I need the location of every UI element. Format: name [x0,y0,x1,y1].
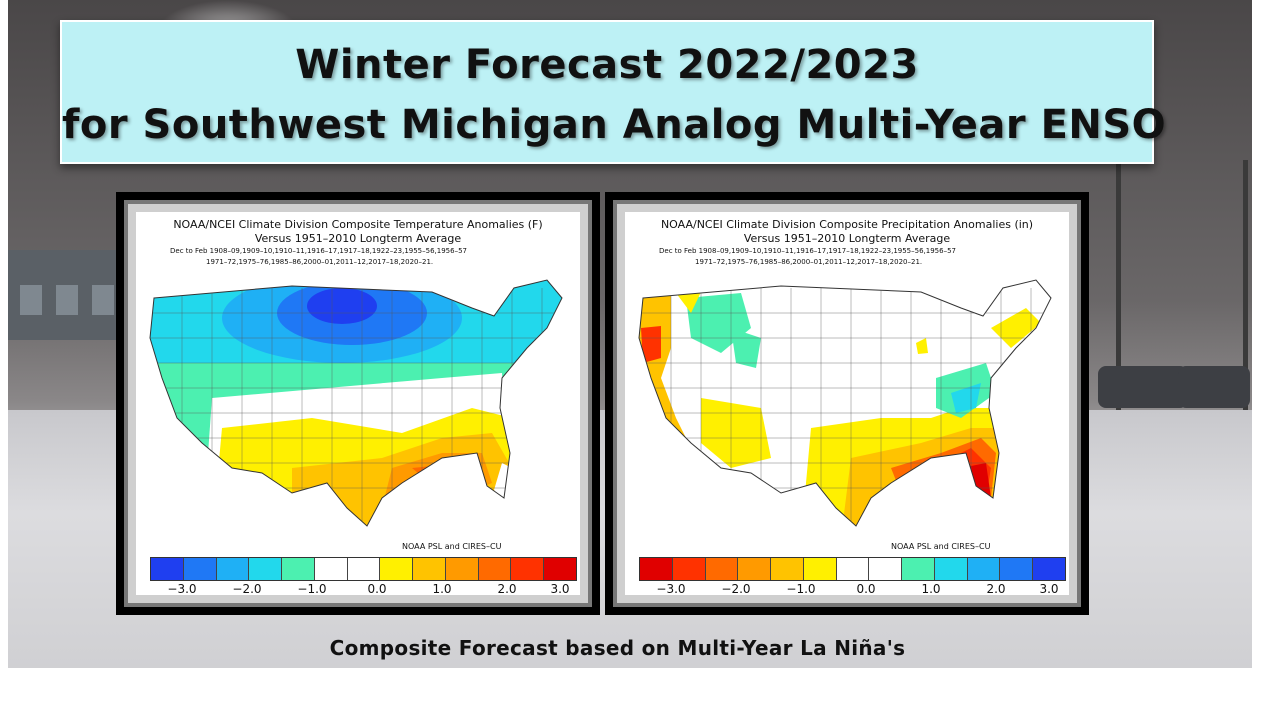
colorbar-swatch [934,558,968,580]
colorbar-swatch [249,558,283,580]
tick-label: 0.0 [367,582,387,595]
precipitation-map-panel: NOAA/NCEI Climate Division Composite Pre… [605,192,1089,615]
colorbar-ticks: −3.0 −2.0 −1.0 0.0 1.0 2.0 3.0 [639,582,1064,595]
map-credit: NOAA PSL and CIRES–CU [402,542,502,551]
tick-label: 1.0 [432,582,452,595]
building-window [20,285,42,315]
light-pole [1243,160,1248,420]
tick-label: 1.0 [921,582,941,595]
colorbar-swatch [1000,558,1034,580]
parked-car [1098,366,1188,408]
temperature-map-panel: NOAA/NCEI Climate Division Composite Tem… [116,192,600,615]
colorbar-swatch [478,558,512,580]
colorbar-swatch [413,558,446,580]
title-banner: Winter Forecast 2022/2023 for Southwest … [60,20,1167,164]
map-heading: NOAA/NCEI Climate Division Composite Pre… [660,218,1034,231]
colorbar-swatch [347,558,381,580]
colorbar-swatch [902,558,935,580]
colorbar-swatch [445,558,479,580]
tick-label: −1.0 [786,582,816,595]
tick-label: 3.0 [550,582,570,595]
tick-label: −3.0 [656,582,686,595]
colorbar-swatch [705,558,739,580]
colorbar-swatch [282,558,315,580]
colorbar-swatch [183,558,217,580]
temperature-map: NOAA/NCEI Climate Division Composite Tem… [136,212,580,595]
colorbar-swatch [836,558,870,580]
title-line-2: for Southwest Michigan Analog Multi-Year… [62,102,1167,148]
tick-label: 2.0 [986,582,1006,595]
colorbar-swatch [380,558,414,580]
map-years-line-2: 1971–72,1975–76,1985–86,2000–01,2011–12,… [206,258,434,266]
title-line-1: Winter Forecast 2022/2023 [295,42,919,88]
tick-label: −1.0 [297,582,327,595]
tick-label: −2.0 [721,582,751,595]
us-temperature-map [149,279,563,527]
colorbar-swatch [151,558,184,580]
colorbar-swatch [640,558,673,580]
colorbar-swatch [803,558,837,580]
precipitation-colorbar [639,557,1066,581]
building-window [56,285,78,315]
us-precipitation-map [638,279,1052,527]
map-years-line-1: Dec to Feb 1908–09,1909–10,1910–11,1916–… [170,247,467,255]
light-pole [1116,160,1121,420]
colorbar-swatch [672,558,706,580]
building-window [92,285,114,315]
tick-label: 3.0 [1039,582,1059,595]
colorbar-swatch [511,558,545,580]
colorbar-swatch [1033,558,1065,580]
map-years-line-2: 1971–72,1975–76,1985–86,2000–01,2011–12,… [695,258,923,266]
colorbar-swatch [869,558,903,580]
map-subheading: Versus 1951–2010 Longterm Average [743,232,951,245]
map-subheading: Versus 1951–2010 Longterm Average [254,232,462,245]
tick-label: −2.0 [232,582,262,595]
temperature-colorbar [150,557,577,581]
forecast-caption: Composite Forecast based on Multi-Year L… [329,636,906,660]
map-heading: NOAA/NCEI Climate Division Composite Tem… [173,218,543,231]
colorbar-ticks: −3.0 −2.0 −1.0 0.0 1.0 2.0 3.0 [150,582,575,595]
map-credit: NOAA PSL and CIRES–CU [891,542,991,551]
tick-label: 2.0 [497,582,517,595]
tick-label: −3.0 [167,582,197,595]
colorbar-swatch [544,558,576,580]
colorbar-swatch [738,558,772,580]
colorbar-swatch [771,558,804,580]
tick-label: 0.0 [856,582,876,595]
colorbar-swatch [314,558,348,580]
map-years-line-1: Dec to Feb 1908–09,1909–10,1910–11,1916–… [659,247,956,255]
precipitation-map: NOAA/NCEI Climate Division Composite Pre… [625,212,1069,595]
colorbar-swatch [216,558,250,580]
colorbar-swatch [967,558,1001,580]
parked-car [1178,366,1250,408]
